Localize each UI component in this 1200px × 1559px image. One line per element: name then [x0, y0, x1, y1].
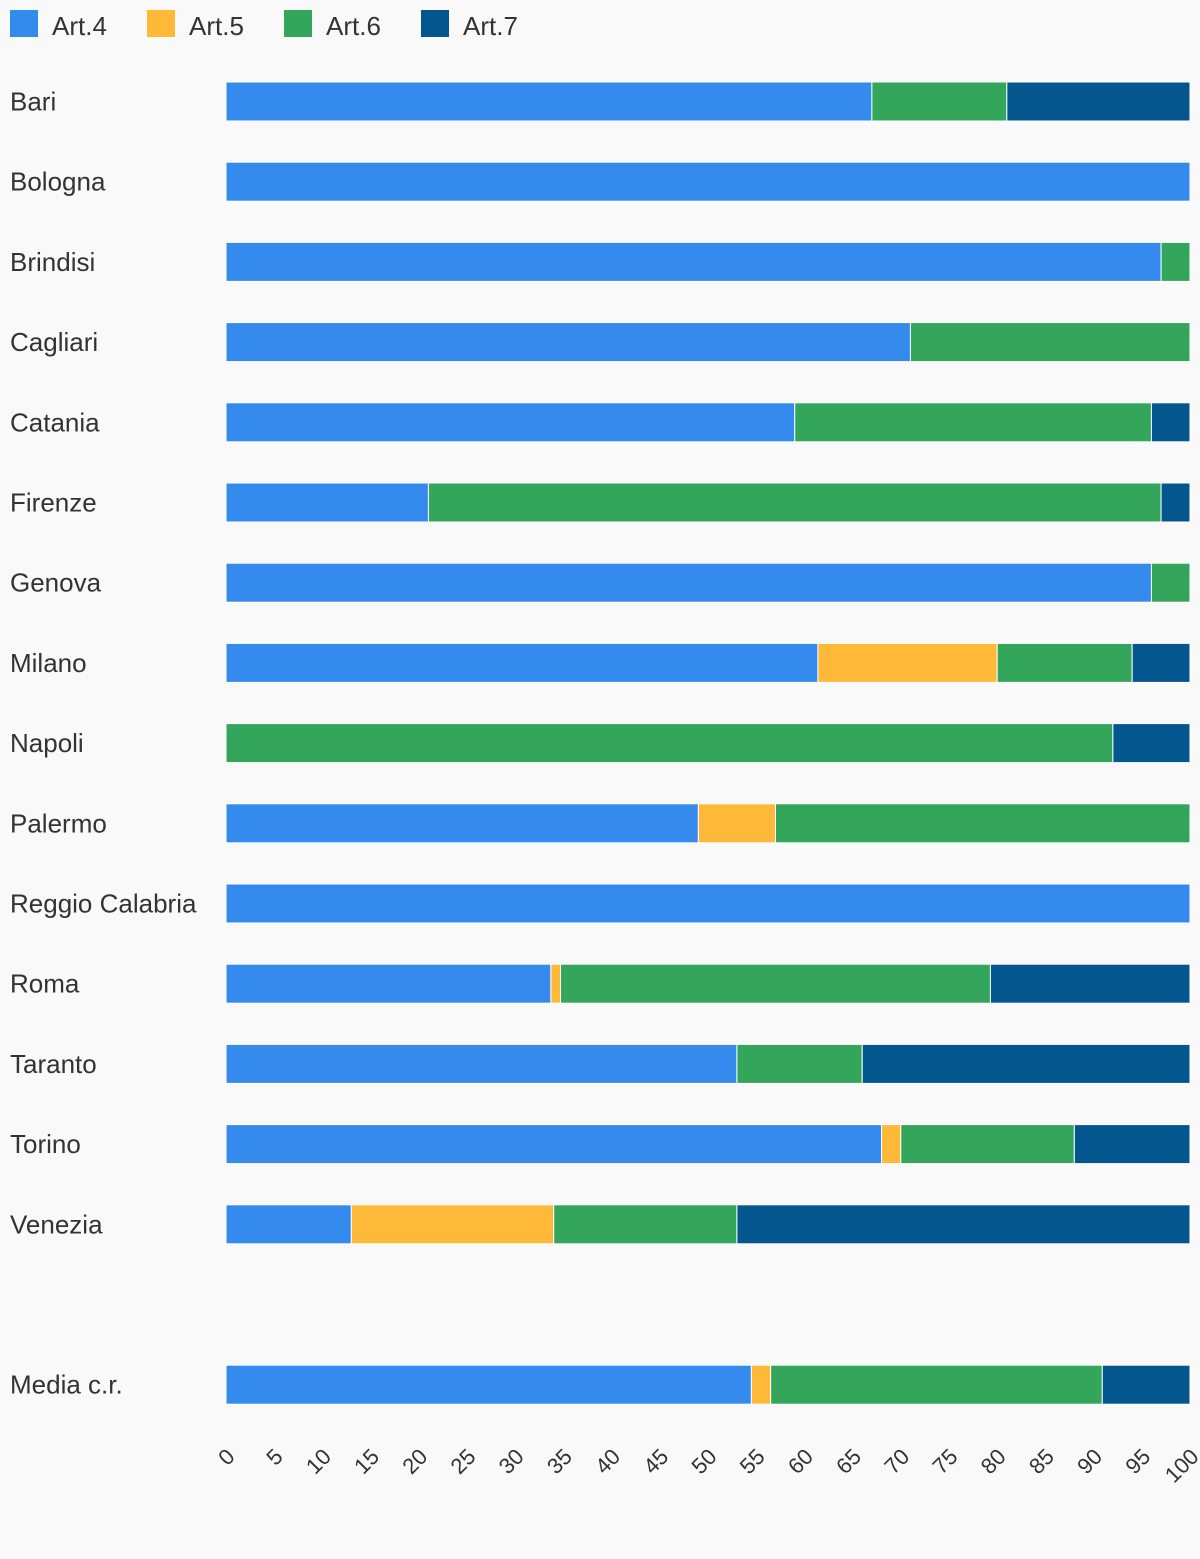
- legend-label-art-7: Art.7: [463, 11, 518, 41]
- x-tick-label-85: 85: [1024, 1444, 1059, 1479]
- bar-milano-art-7: [1131, 642, 1191, 683]
- category-label-bari: Bari: [10, 87, 56, 117]
- bar-catania-art-6: [794, 402, 1152, 443]
- bar-catania-art-4: [225, 402, 796, 443]
- bar-venezia-art-4: [225, 1204, 352, 1245]
- x-tick-label-70: 70: [879, 1444, 914, 1479]
- bar-media-c-r-art-7: [1101, 1364, 1191, 1405]
- bar-venezia-art-5: [350, 1204, 555, 1245]
- x-tick-label-5: 5: [261, 1444, 287, 1470]
- category-label-brindisi: Brindisi: [10, 247, 95, 277]
- legend-label-art-4: Art.4: [52, 11, 107, 41]
- category-label-cagliari: Cagliari: [10, 327, 98, 357]
- x-tick-label-10: 10: [301, 1444, 336, 1479]
- bar-palermo-art-4: [225, 803, 699, 844]
- bar-firenze-art-4: [225, 482, 429, 523]
- bar-bari-art-4: [225, 81, 873, 122]
- bar-firenze-art-6: [427, 482, 1162, 523]
- bar-napoli-art-7: [1112, 723, 1191, 764]
- x-tick-label-65: 65: [831, 1444, 866, 1479]
- bar-venezia-art-6: [553, 1204, 738, 1245]
- bar-taranto-art-7: [861, 1043, 1191, 1084]
- bar-milano-art-4: [225, 642, 819, 683]
- category-label-torino: Torino: [10, 1129, 81, 1159]
- category-label-firenze: Firenze: [10, 488, 97, 518]
- bar-catania-art-7: [1150, 402, 1191, 443]
- bar-bologna-art-4: [225, 161, 1191, 202]
- bar-media-c-r-art-6: [770, 1364, 1103, 1405]
- x-tick-label-0: 0: [213, 1444, 239, 1470]
- bar-taranto-art-6: [736, 1043, 863, 1084]
- legend-label-art-5: Art.5: [189, 11, 244, 41]
- bar-firenze-art-7: [1160, 482, 1191, 523]
- bar-palermo-art-6: [774, 803, 1191, 844]
- bar-cagliari-art-6: [909, 322, 1191, 363]
- bar-cagliari-art-4: [225, 322, 911, 363]
- legend-swatch-art-6: [284, 10, 312, 37]
- x-tick-label-100: 100: [1160, 1444, 1200, 1488]
- x-tick-label-95: 95: [1120, 1444, 1155, 1479]
- category-label-napoli: Napoli: [10, 728, 84, 758]
- x-tick-label-80: 80: [976, 1444, 1011, 1479]
- bar-milano-art-5: [817, 642, 998, 683]
- x-tick-label-35: 35: [542, 1444, 577, 1479]
- legend-swatch-art-7: [421, 10, 449, 37]
- x-tick-label-50: 50: [687, 1444, 722, 1479]
- category-label-genova: Genova: [10, 568, 102, 598]
- x-tick-label-40: 40: [590, 1444, 625, 1479]
- category-label-media-c-r: Media c.r.: [10, 1370, 123, 1400]
- category-label-taranto: Taranto: [10, 1049, 97, 1079]
- x-tick-label-55: 55: [735, 1444, 770, 1479]
- x-tick-label-20: 20: [397, 1444, 432, 1479]
- x-tick-label-75: 75: [928, 1444, 963, 1479]
- bar-napoli-art-6: [225, 723, 1114, 764]
- bars-area: [225, 81, 1191, 1405]
- bar-torino-art-4: [225, 1124, 883, 1165]
- bar-media-c-r-art-4: [225, 1364, 752, 1405]
- bar-torino-art-5: [881, 1124, 902, 1165]
- bar-media-c-r-art-5: [750, 1364, 772, 1405]
- x-axis-ticks: 0 5 10 15 20 25 30 35 40 45 50 55 60 65 70 75 80 85 90 95 10…: [213, 1444, 1200, 1488]
- x-tick-label-15: 15: [349, 1444, 384, 1479]
- category-label-venezia: Venezia: [10, 1209, 103, 1239]
- category-labels: Bari Bologna Brindisi Cagliari Catania Firenz…: [10, 87, 197, 1400]
- x-tick-label-90: 90: [1072, 1444, 1107, 1479]
- legend-swatch-art-4: [10, 10, 38, 37]
- bar-brindisi-art-6: [1160, 241, 1191, 282]
- x-tick-label-60: 60: [783, 1444, 818, 1479]
- legend: Art.4 Art.5 Art.6 Art.7: [10, 10, 518, 41]
- bar-genova-art-6: [1150, 562, 1191, 603]
- bar-roma-art-4: [225, 963, 552, 1004]
- bar-venezia-art-7: [736, 1204, 1191, 1245]
- bar-roma-art-5: [550, 963, 562, 1004]
- category-label-catania: Catania: [10, 407, 100, 437]
- bar-reggio-calabria-art-4: [225, 883, 1191, 924]
- bar-bari-art-7: [1006, 81, 1191, 122]
- category-label-roma: Roma: [10, 969, 80, 999]
- x-tick-label-45: 45: [638, 1444, 673, 1479]
- bar-taranto-art-4: [225, 1043, 738, 1084]
- x-tick-label-30: 30: [494, 1444, 529, 1479]
- category-label-reggio-calabria: Reggio Calabria: [10, 889, 197, 919]
- bar-brindisi-art-4: [225, 241, 1162, 282]
- category-label-bologna: Bologna: [10, 167, 106, 197]
- legend-label-art-6: Art.6: [326, 11, 381, 41]
- bar-torino-art-7: [1073, 1124, 1191, 1165]
- category-label-milano: Milano: [10, 648, 87, 678]
- bar-palermo-art-5: [697, 803, 776, 844]
- bar-genova-art-4: [225, 562, 1152, 603]
- bar-torino-art-6: [900, 1124, 1075, 1165]
- category-label-palermo: Palermo: [10, 808, 107, 838]
- bar-bari-art-6: [871, 81, 1008, 122]
- legend-swatch-art-5: [147, 10, 175, 37]
- bar-milano-art-6: [996, 642, 1133, 683]
- bar-roma-art-6: [560, 963, 991, 1004]
- x-tick-label-25: 25: [446, 1444, 481, 1479]
- bar-roma-art-7: [989, 963, 1191, 1004]
